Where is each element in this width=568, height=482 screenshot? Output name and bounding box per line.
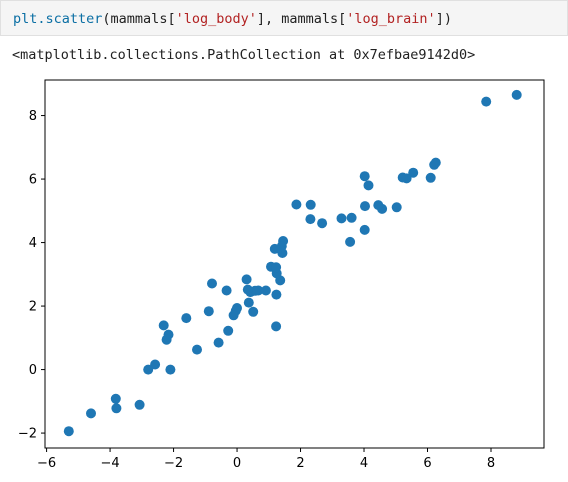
scatter-point	[346, 212, 357, 223]
scatter-point	[363, 180, 374, 191]
scatter-point	[242, 284, 253, 295]
scatter-point	[221, 285, 232, 296]
scatter-point	[260, 285, 271, 296]
scatter-point	[305, 199, 316, 210]
scatter-point	[481, 96, 492, 107]
scatter-point	[134, 399, 145, 410]
scatter-point	[408, 167, 419, 178]
scatter-point	[228, 310, 239, 321]
scatter-point	[165, 364, 176, 375]
x-tick-label: 0	[233, 456, 241, 471]
scatter-point	[271, 262, 282, 273]
scatter-points	[63, 89, 522, 437]
scatter-point	[317, 218, 328, 229]
scatter-point	[241, 274, 252, 285]
scatter-point	[359, 171, 370, 182]
code-arg1-key: 'log_body'	[175, 11, 257, 27]
y-axis: −2 0 2 4 6 8	[18, 109, 45, 442]
scatter-point	[110, 393, 121, 404]
scatter-point	[158, 320, 169, 331]
scatter-point	[243, 297, 254, 308]
scatter-point	[391, 202, 402, 213]
scatter-point	[207, 278, 217, 289]
y-tick-label: 2	[29, 300, 37, 315]
scatter-point	[336, 213, 347, 224]
scatter-point	[511, 89, 522, 100]
scatter-point	[248, 306, 259, 317]
scatter-point	[305, 214, 316, 225]
scatter-point	[271, 289, 282, 300]
x-tick-label: −6	[37, 456, 56, 471]
scatter-point	[269, 243, 280, 254]
scatter-point	[345, 236, 356, 247]
scatter-point	[192, 344, 202, 355]
code-function: plt.scatter	[13, 11, 103, 27]
x-tick-label: 6	[423, 456, 431, 471]
x-tick-label: 4	[360, 456, 368, 471]
scatter-point	[359, 224, 370, 235]
plot-axes-frame	[44, 79, 545, 449]
scatter-point	[429, 159, 440, 170]
y-tick-label: −2	[18, 427, 37, 442]
scatter-point	[150, 359, 161, 370]
scatter-point	[213, 337, 224, 348]
scatter-point	[143, 364, 154, 375]
scatter-point	[161, 334, 172, 345]
y-tick-label: 4	[29, 236, 37, 251]
scatter-point	[373, 200, 384, 211]
x-tick-label: −2	[164, 456, 183, 471]
scatter-point	[291, 199, 302, 210]
code-arg1-close: ],	[256, 11, 282, 27]
x-tick-label: 8	[487, 456, 495, 471]
y-tick-label: 8	[29, 109, 37, 124]
x-tick-label: −4	[100, 456, 119, 471]
cell-output-text: <matplotlib.collections.PathCollection a…	[12, 47, 476, 63]
scatter-point	[271, 321, 282, 332]
scatter-point	[203, 306, 214, 317]
x-axis: −6 −4 −2 0 2 4 6 8	[37, 448, 495, 471]
code-arg2-var: mammals[	[281, 11, 347, 27]
scatter-point	[360, 201, 370, 212]
code-arg2-key: 'log_brain'	[346, 11, 436, 27]
scatter-point	[397, 172, 408, 183]
scatter-point	[86, 408, 96, 419]
code-input-cell[interactable]: plt.scatter(mammals['log_body'], mammals…	[0, 0, 568, 36]
code-open-paren: (	[102, 11, 111, 27]
scatter-point	[425, 172, 436, 183]
scatter-point	[181, 313, 192, 324]
x-tick-label: 2	[296, 456, 304, 471]
scatter-point	[63, 426, 74, 437]
code-line[interactable]: plt.scatter(mammals['log_body'], mammals…	[13, 11, 452, 27]
y-tick-label: 0	[29, 363, 37, 378]
scatter-point	[111, 403, 122, 414]
code-arg2-close: ])	[435, 11, 452, 27]
y-tick-label: 6	[29, 173, 37, 188]
code-arg1-var: mammals[	[110, 11, 176, 27]
scatter-point	[223, 325, 234, 336]
